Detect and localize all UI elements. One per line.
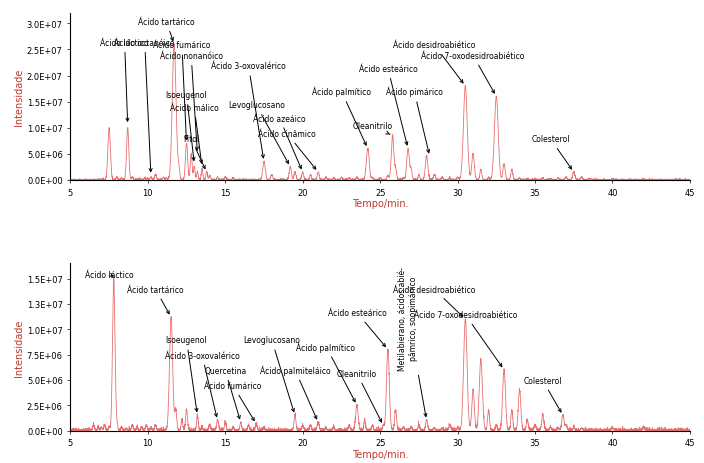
Text: Ácido 7-oxodesidroabiético: Ácido 7-oxodesidroabiético bbox=[422, 52, 524, 94]
Text: Ácido desidroabiético: Ácido desidroabiético bbox=[393, 41, 476, 84]
Text: Ácido palmítico: Ácido palmítico bbox=[312, 87, 371, 146]
Text: Oleanitrilo: Oleanitrilo bbox=[353, 122, 392, 135]
X-axis label: Tempo/min.: Tempo/min. bbox=[352, 199, 408, 208]
X-axis label: Tempo/min.: Tempo/min. bbox=[352, 449, 408, 458]
Text: Ácido esteárico: Ácido esteárico bbox=[358, 65, 417, 145]
Text: Quercetina: Quercetina bbox=[204, 366, 246, 419]
Text: Levoglucosano: Levoglucosano bbox=[244, 336, 300, 412]
Text: Ácido desidroabiético: Ácido desidroabiético bbox=[393, 285, 476, 317]
Text: Ácido láctico: Ácido láctico bbox=[84, 270, 134, 279]
Text: Ácido palmítico: Ácido palmítico bbox=[296, 341, 356, 402]
Y-axis label: Intensidade: Intensidade bbox=[14, 319, 24, 376]
Text: Colesterol: Colesterol bbox=[532, 135, 572, 169]
Text: Ácido cinâmico: Ácido cinâmico bbox=[258, 130, 316, 170]
Text: Isoeugenol: Isoeugenol bbox=[165, 336, 208, 412]
Text: Oleanitrilo: Oleanitrilo bbox=[337, 369, 382, 422]
Text: Ácido málico: Ácido málico bbox=[170, 104, 219, 164]
Text: Isoeugenol: Isoeugenol bbox=[165, 91, 208, 161]
Text: Ácido tartárico: Ácido tartárico bbox=[138, 18, 195, 42]
Text: Ácido 7-oxodesidroabiético: Ácido 7-oxodesidroabiético bbox=[414, 311, 517, 367]
Text: Ácido láctico: Ácido láctico bbox=[100, 39, 149, 122]
Y-axis label: Intensidade: Intensidade bbox=[14, 69, 24, 126]
Text: Ácido azeáico: Ácido azeáico bbox=[253, 114, 306, 169]
Text: Ácido palmiteláico: Ácido palmiteláico bbox=[260, 364, 330, 419]
Text: Ácido tartárico: Ácido tartárico bbox=[127, 285, 184, 314]
Text: Ácido 3-oxovalérico: Ácido 3-oxovalérico bbox=[211, 62, 286, 158]
Text: Ácido nonanóico: Ácido nonanóico bbox=[160, 52, 222, 150]
Text: Metilabierano, ácidos abié-
pâmrico, soopimánico: Metilabierano, ácidos abié- pâmrico, soo… bbox=[398, 266, 427, 417]
Text: Ácido pimárico: Ácido pimárico bbox=[386, 87, 443, 153]
Text: Ácido fumárico: Ácido fumárico bbox=[204, 381, 262, 421]
Text: Ácido fumárico: Ácido fumárico bbox=[153, 41, 210, 140]
Text: Fitol: Fitol bbox=[183, 135, 205, 169]
Text: Ácido octanóico: Ácido octanóico bbox=[115, 39, 175, 172]
Text: Levoglucosano: Levoglucosano bbox=[228, 101, 289, 164]
Text: Colesterol: Colesterol bbox=[524, 376, 562, 412]
Text: Ácido 3-oxovalérico: Ácido 3-oxovalérico bbox=[165, 351, 239, 417]
Text: Ácido esteárico: Ácido esteárico bbox=[327, 308, 386, 347]
